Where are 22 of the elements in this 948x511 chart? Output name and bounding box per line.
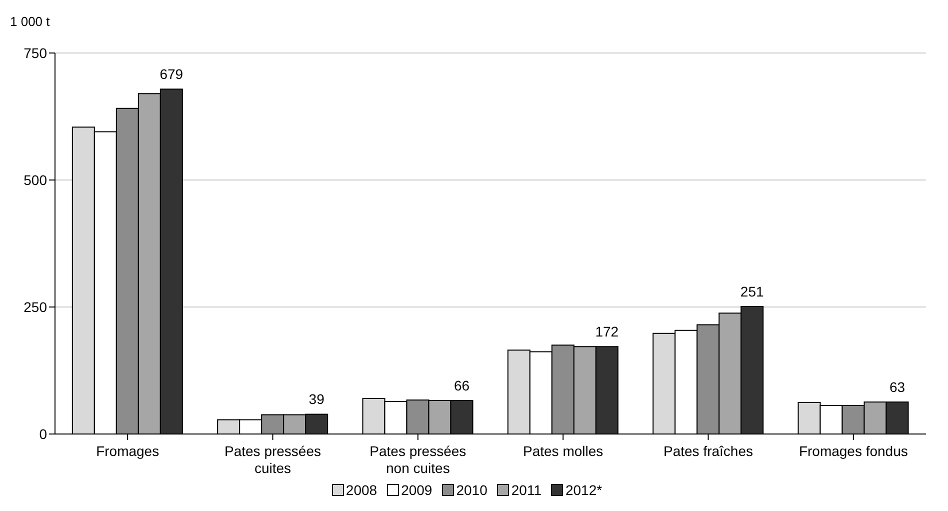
y-axis-title: 1 000 t: [10, 14, 50, 29]
y-tick-label: 750: [24, 44, 48, 61]
legend-label: 2012*: [564, 482, 602, 498]
legend-label: 2008: [344, 482, 378, 498]
data-label: 679: [160, 66, 184, 82]
data-label: 63: [889, 378, 906, 395]
x-tick-label: Pates pressées non cuites: [370, 443, 466, 476]
y-tick-label: 0: [39, 426, 48, 442]
x-tick-label: Fromages fondus: [798, 443, 908, 459]
x-tick-label: Pates pressées cuites: [224, 443, 321, 476]
x-tick-label: Pates fraîches: [664, 443, 753, 459]
data-label: 172: [595, 324, 619, 340]
y-tick-label: 250: [24, 298, 48, 315]
legend-label: 2010: [455, 482, 488, 498]
y-tick-label: 500: [24, 172, 48, 188]
x-tick-label: Pates molles: [523, 443, 604, 459]
legend-label: 2011: [510, 482, 542, 498]
data-label: 66: [454, 377, 470, 394]
legend-label: 2009: [400, 482, 432, 498]
x-tick-label: Fromages: [96, 443, 160, 459]
data-label: 39: [308, 391, 325, 408]
data-label: 251: [740, 283, 764, 300]
